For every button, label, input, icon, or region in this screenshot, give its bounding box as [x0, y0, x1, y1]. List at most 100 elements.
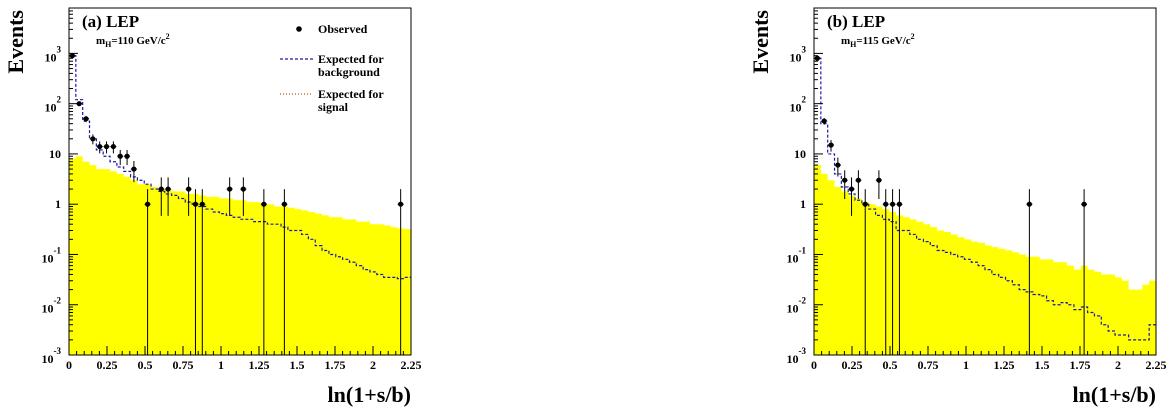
mass-label-value: =115 GeV/c: [856, 35, 910, 47]
observed-marker: [144, 201, 151, 207]
observed-marker: [261, 201, 267, 207]
observed-point: [89, 134, 96, 145]
mass-label-prefix: m: [96, 35, 105, 47]
observed-point: [103, 141, 110, 154]
legend-background-label: background: [318, 65, 380, 79]
y-tick-base: 10: [45, 50, 57, 64]
observed-marker: [227, 186, 233, 192]
y-tick-label: 10: [49, 147, 61, 161]
y-tick-exponent: -1: [799, 245, 807, 255]
y-tick-exponent: -2: [799, 296, 807, 306]
observed-marker: [1081, 201, 1087, 207]
x-tick-label: 1: [963, 358, 969, 372]
y-tick-base: 10: [42, 251, 54, 265]
y-tick-base: 10: [49, 147, 61, 161]
y-tick-label: 1: [55, 197, 61, 211]
x-tick-label: 1.25: [994, 358, 1015, 372]
observed-marker: [835, 162, 841, 168]
observed-marker: [1026, 201, 1032, 207]
observed-marker: [131, 166, 137, 172]
x-tick-label: 1: [218, 358, 224, 372]
x-tick-label: 0.5: [883, 358, 898, 372]
observed-point: [226, 177, 233, 216]
x-tick-label: 0.25: [97, 358, 118, 372]
y-tick-base: 10: [790, 101, 802, 115]
x-axis-label: ln(1+s/b): [1073, 382, 1156, 407]
observed-marker: [165, 186, 171, 192]
observed-point: [144, 189, 151, 355]
mass-label: mH=110 GeV/c2: [96, 32, 170, 49]
mass-label-subscript: H: [105, 40, 112, 49]
y-tick-exponent: 2: [802, 95, 807, 105]
observed-marker: [83, 116, 89, 122]
y-axis-label: Events: [748, 10, 773, 74]
y-tick-base: 10: [42, 302, 54, 316]
x-tick-label: 0.25: [842, 358, 863, 372]
signal-histogram: [69, 156, 411, 355]
observed-marker: [876, 177, 882, 183]
observed-point: [110, 141, 117, 154]
observed-marker: [842, 177, 848, 183]
y-tick-label: 10-1: [787, 245, 807, 265]
x-tick-label: 2: [370, 358, 376, 372]
x-tick-label: 1.5: [1035, 358, 1050, 372]
observed-point: [76, 101, 83, 107]
observed-point: [882, 189, 889, 355]
y-tick-label: 10: [794, 147, 806, 161]
x-tick-label: 1.75: [1070, 358, 1091, 372]
plot-frame: [813, 7, 1157, 356]
y-tick-exponent: 2: [57, 95, 62, 105]
observed-marker: [158, 186, 164, 192]
observed-marker: [76, 101, 82, 107]
panel-b: 0 0.25 0.5 0.75 1 1.25 1.5 1.75 2 2.2510-310-210-…: [748, 7, 1167, 407]
observed-point: [834, 157, 841, 177]
y-tick-exponent: -3: [54, 346, 62, 356]
observed-marker: [186, 186, 192, 192]
x-tick-label: 1.75: [325, 358, 346, 372]
y-tick-exponent: 3: [802, 44, 807, 54]
observed-marker: [398, 201, 404, 207]
observed-marker: [896, 201, 903, 207]
observed-point: [889, 189, 896, 355]
legend-signal-label: signal: [318, 100, 349, 114]
x-tick-label: 0: [66, 358, 72, 372]
mass-label-subscript: H: [850, 40, 857, 49]
x-tick-label: 0: [811, 358, 817, 372]
observed-marker: [110, 143, 116, 150]
y-tick-label: 1: [800, 197, 806, 211]
observed-point: [130, 160, 137, 183]
y-tick-base: 1: [55, 197, 61, 211]
y-tick-label: 10-3: [787, 346, 807, 366]
observed-point: [1081, 189, 1088, 355]
observed-marker: [281, 201, 287, 207]
observed-point: [841, 170, 848, 200]
x-tick-label: 2.25: [401, 358, 422, 372]
legend-background-label: Expected for: [318, 52, 384, 66]
observed-marker: [821, 118, 827, 124]
observed-point: [281, 189, 288, 355]
panel-label: (a) LEP: [82, 12, 139, 31]
y-tick-label: 10-1: [42, 245, 62, 265]
legend-signal-label: Expected for: [318, 87, 384, 101]
y-tick-base: 1: [800, 197, 806, 211]
x-tick-label: 2: [1115, 358, 1121, 372]
y-tick-exponent: 3: [57, 44, 62, 54]
observed-point: [896, 189, 903, 355]
observed-marker: [97, 143, 103, 150]
observed-point: [397, 189, 404, 355]
legend-observed-label: Observed: [318, 22, 368, 36]
observed-point: [862, 189, 869, 355]
observed-marker: [848, 186, 855, 192]
y-tick-base: 10: [787, 352, 799, 366]
observed-point: [821, 118, 828, 125]
y-tick-base: 10: [794, 147, 806, 161]
y-tick-label: 103: [45, 44, 62, 64]
observed-marker: [90, 136, 96, 142]
observed-point: [199, 189, 206, 355]
mass-label-prefix: m: [841, 35, 850, 47]
y-tick-label: 103: [790, 44, 807, 64]
y-tick-base: 10: [45, 101, 57, 115]
observed-marker: [124, 153, 130, 159]
observed-marker: [240, 186, 246, 192]
